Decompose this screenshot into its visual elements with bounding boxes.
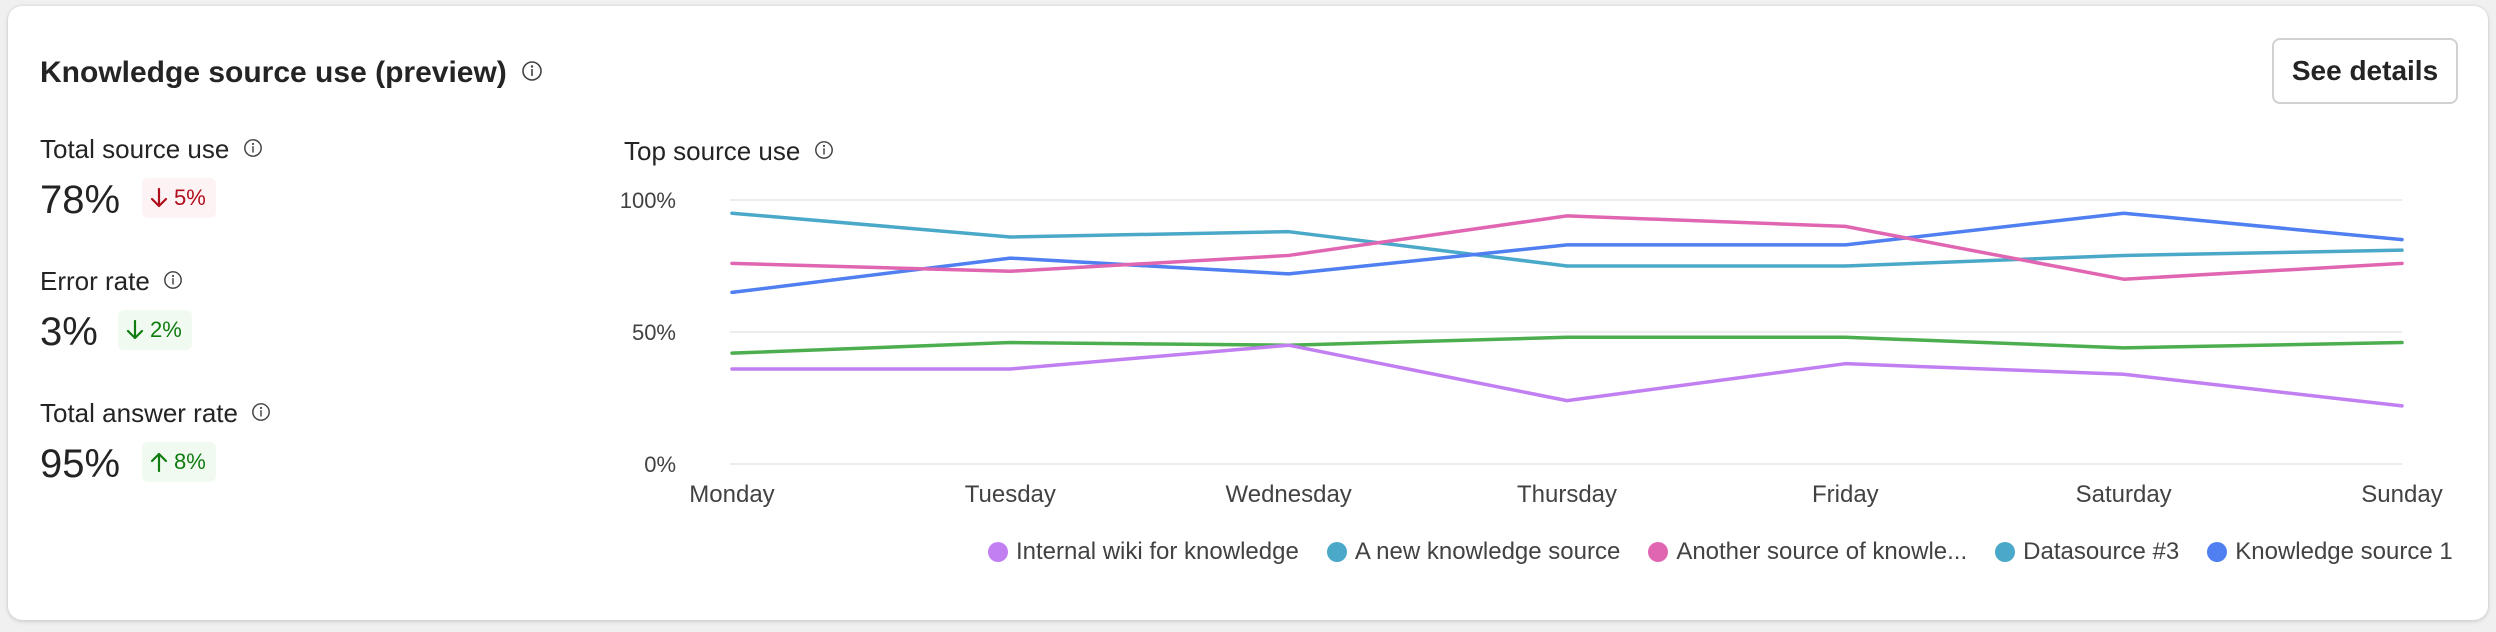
legend-label: Datasource #3 [2023, 538, 2180, 565]
legend-item[interactable]: Internal wiki for knowledge [988, 538, 1299, 566]
series-line [730, 211, 2404, 295]
metric-value-total-source-use: 78% [40, 178, 121, 222]
y-tick-label: 50% [632, 320, 676, 345]
metric-label-text: Error rate [40, 266, 150, 296]
knowledge-source-card: Knowledge source use (preview) See detai… [8, 6, 2488, 620]
card-title: Knowledge source use (preview) [40, 56, 543, 90]
metric-label-text: Total source use [40, 134, 230, 164]
delta-badge: 5% [142, 178, 216, 218]
x-tick-label: Friday [1812, 481, 1879, 508]
metric-label-total-source-use: Total source use [40, 134, 263, 165]
x-tick-label: Wednesday [1226, 481, 1352, 508]
legend-label: A new knowledge source [1354, 538, 1621, 565]
delta-badge: 2% [118, 310, 192, 350]
legend-label: Internal wiki for knowledge [1016, 538, 1299, 565]
legend-item[interactable]: Datasource #3 [1995, 538, 2179, 566]
legend-item[interactable]: Another source of knowle... [1648, 538, 1967, 566]
see-details-button[interactable]: See details [2272, 38, 2458, 104]
info-icon[interactable] [814, 140, 834, 160]
legend-dot-icon [1995, 542, 2016, 562]
series-line [730, 214, 2404, 281]
info-icon[interactable] [251, 402, 271, 422]
line-chart: 0% 50% 100% Monday Tuesday Wednesday Thursday F… [620, 188, 2443, 508]
series-line [730, 335, 2404, 355]
legend-dot-icon [1326, 542, 1347, 562]
chart-legend: Internal wiki for knowledge A new knowled… [988, 538, 2453, 566]
legend-item[interactable]: A new knowledge source [1326, 538, 1621, 566]
arrow-down-icon [150, 187, 168, 208]
delta-value: 8% [174, 449, 206, 474]
legend-item[interactable]: Knowledge source 1 [2207, 538, 2453, 566]
info-icon[interactable] [521, 60, 543, 82]
metric-label-total-answer-rate: Total answer rate [40, 398, 271, 429]
x-tick-label: Monday [689, 481, 774, 508]
metric-label-text: Total answer rate [40, 398, 238, 428]
metric-value-error-rate: 3% [40, 310, 98, 354]
legend-label: Another source of knowle... [1676, 538, 1968, 565]
legend-dot-icon [1648, 542, 1669, 562]
series-line [730, 343, 2404, 408]
series-line [730, 211, 2404, 268]
delta-value: 5% [174, 185, 206, 210]
legend-dot-icon [988, 542, 1008, 562]
arrow-up-icon [150, 452, 168, 473]
chart-title: Top source use [624, 136, 834, 167]
chart-title-text: Top source use [624, 136, 801, 166]
x-tick-label: Saturday [2076, 481, 2172, 508]
y-tick-label: 0% [644, 452, 676, 477]
x-tick-label: Tuesday [965, 481, 1056, 508]
info-icon[interactable] [243, 138, 263, 158]
legend-dot-icon [2207, 542, 2228, 562]
x-tick-label: Thursday [1517, 481, 1617, 508]
delta-value: 2% [150, 317, 182, 342]
metric-label-error-rate: Error rate [40, 266, 183, 297]
metric-value-total-answer-rate: 95% [40, 442, 121, 486]
info-icon[interactable] [163, 270, 183, 290]
legend-label: Knowledge source 1 [2235, 538, 2453, 565]
delta-badge: 8% [142, 442, 216, 482]
card-title-text: Knowledge source use (preview) [40, 56, 507, 89]
x-tick-label: Sunday [2361, 481, 2442, 508]
arrow-down-icon [126, 319, 144, 340]
y-tick-label: 100% [620, 188, 676, 213]
